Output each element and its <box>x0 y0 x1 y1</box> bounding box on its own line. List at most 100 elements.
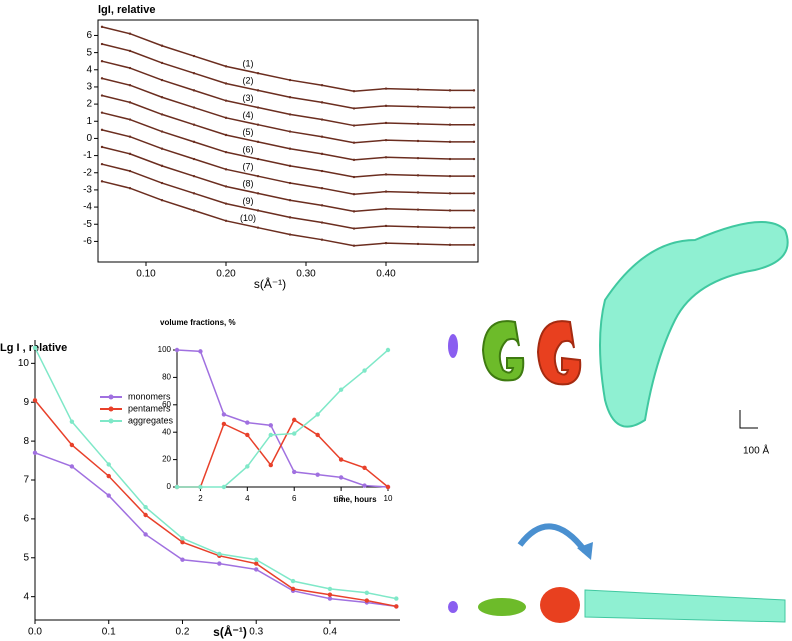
point <box>224 65 228 68</box>
point <box>472 192 476 195</box>
x-tick-label: 0.30 <box>296 269 316 280</box>
point <box>128 84 132 87</box>
point <box>288 147 292 150</box>
point <box>288 113 292 116</box>
point <box>448 106 452 109</box>
point <box>362 465 367 471</box>
point <box>352 141 356 144</box>
x-axis-label: s(Å⁻¹) <box>213 624 247 639</box>
x-tick-label: 4 <box>245 494 250 503</box>
point <box>448 89 452 92</box>
point <box>352 175 356 179</box>
scale-label: 100 Å <box>743 444 769 457</box>
point <box>416 105 420 108</box>
point <box>32 345 38 350</box>
point <box>192 123 196 126</box>
point <box>192 72 196 75</box>
point <box>192 54 196 58</box>
point <box>384 156 388 159</box>
point <box>472 243 476 247</box>
point <box>416 88 420 91</box>
point <box>472 106 476 109</box>
point <box>160 199 164 202</box>
curve-label: (3) <box>243 93 254 103</box>
x-tick-label: 2 <box>198 494 203 503</box>
point <box>394 604 399 609</box>
point <box>100 162 104 166</box>
y-tick-label: -2 <box>83 167 92 178</box>
point <box>320 84 324 87</box>
point <box>327 592 333 597</box>
point <box>100 42 104 46</box>
plot-frame <box>97 19 479 263</box>
point <box>224 202 228 205</box>
point <box>256 89 260 92</box>
point <box>320 169 324 173</box>
point <box>245 432 250 438</box>
point <box>254 561 259 566</box>
chart-title: volume fractions, % <box>160 318 236 327</box>
point <box>180 540 185 545</box>
series-line <box>101 43 474 110</box>
curve-label: (6) <box>243 144 254 154</box>
legend-marker <box>108 418 114 424</box>
x-tick-label: 8 <box>339 494 344 503</box>
point <box>384 104 388 108</box>
point <box>320 118 324 121</box>
point <box>288 233 292 236</box>
point <box>174 347 180 353</box>
point <box>192 157 196 161</box>
point <box>221 412 227 417</box>
point <box>224 150 228 154</box>
legend-label: monomers <box>128 391 171 401</box>
point <box>384 173 388 176</box>
point <box>384 138 388 142</box>
y-tick-label: -3 <box>83 185 92 196</box>
point <box>364 598 370 603</box>
x-tick-label: 10 <box>384 494 393 503</box>
x-tick-label: 0.2 <box>176 627 190 638</box>
point <box>292 431 297 436</box>
point <box>128 118 132 121</box>
point <box>256 226 260 229</box>
x-tick-label: 0.0 <box>28 627 42 638</box>
point <box>448 209 452 212</box>
point <box>106 473 111 479</box>
x-axis-label: s(Å⁻¹) <box>254 276 286 291</box>
point <box>128 135 132 138</box>
point <box>192 106 196 109</box>
point <box>338 457 344 462</box>
point <box>338 387 344 392</box>
point <box>384 241 388 245</box>
point <box>268 462 273 468</box>
point <box>364 590 370 595</box>
y-tick-label: -1 <box>83 150 92 161</box>
y-tick-label: 5 <box>86 47 92 58</box>
point <box>128 32 132 35</box>
point <box>352 158 356 162</box>
point <box>256 140 260 144</box>
point <box>224 82 228 85</box>
point <box>192 192 196 195</box>
point <box>416 139 420 143</box>
point <box>198 349 203 354</box>
point <box>224 168 228 171</box>
series-line <box>101 94 474 161</box>
point <box>327 586 333 592</box>
point <box>245 420 250 425</box>
y-tick-label: 1 <box>86 116 92 127</box>
series-line <box>34 347 397 600</box>
point <box>256 192 260 195</box>
chart-title: lgI, relative <box>98 4 155 16</box>
point <box>472 174 476 178</box>
y-tick-label: 3 <box>86 82 92 93</box>
series-line <box>101 26 474 92</box>
point <box>290 578 296 584</box>
y-tick-label: -4 <box>83 202 92 213</box>
point <box>288 164 292 168</box>
curve-label: (1) <box>243 59 254 69</box>
y-tick-label: 7 <box>23 475 29 486</box>
point <box>180 536 185 541</box>
point <box>320 135 324 138</box>
point <box>288 199 292 202</box>
